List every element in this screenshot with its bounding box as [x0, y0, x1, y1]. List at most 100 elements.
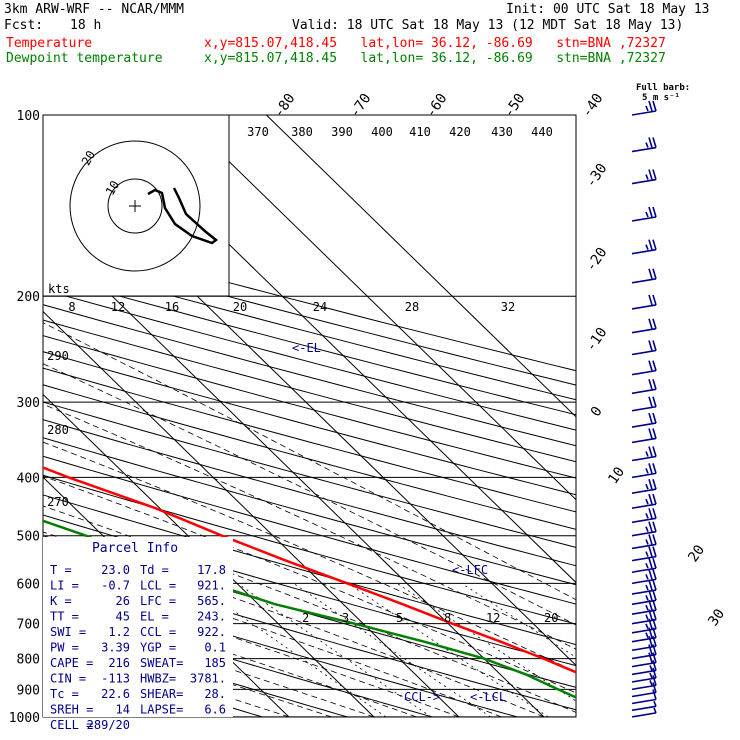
temperature-trace	[43, 466, 576, 674]
parcel-field-value: 6.6	[204, 703, 226, 717]
barb-half	[645, 632, 649, 638]
barb-flag	[652, 493, 657, 505]
barb-staff	[631, 636, 657, 643]
barb-flag	[652, 412, 657, 424]
parcel-field-label: Tc =	[50, 687, 79, 701]
dry-adiabat	[43, 437, 576, 586]
barb-staff	[631, 684, 657, 691]
parcel-field-label: SREH =	[50, 703, 93, 717]
parcel-field-value: 17.8	[197, 563, 226, 577]
wind-barb	[631, 268, 657, 284]
barb-half	[645, 562, 649, 569]
dry-adiabat-label: 270	[47, 495, 69, 509]
barb-staff	[631, 437, 657, 444]
parcel-field-label: LCL =	[140, 579, 176, 593]
parcel-field-label: CIN =	[50, 672, 86, 686]
barb-staff	[631, 628, 657, 634]
wind-barb	[631, 428, 657, 444]
wind-barb	[631, 137, 657, 153]
ccl-annotation: CCL->	[404, 690, 440, 704]
wind-barb	[631, 294, 657, 310]
barb-staff	[631, 110, 657, 116]
parcel-field-value: 922.	[197, 625, 226, 639]
barb-flag	[652, 318, 657, 329]
barb-flag	[652, 478, 657, 490]
barb-staff	[631, 455, 657, 462]
pressure-label-1000: 1000	[9, 711, 40, 726]
temperature-location: x,y=815.07,418.45 lat,lon= 36.12, -86.69…	[204, 36, 666, 51]
parcel-field-label: PW =	[50, 641, 79, 655]
parcel-field-value: 28.	[204, 687, 226, 701]
lcl-annotation: <-LCL	[470, 690, 506, 704]
barb-flag	[652, 558, 657, 569]
dry-adiabat-label: 290	[47, 349, 69, 363]
parcel-field-label: LI =	[50, 579, 79, 593]
el-annotation: <-EL	[292, 341, 321, 355]
wind-barb	[631, 534, 657, 550]
pressure-label-400: 400	[17, 471, 40, 486]
barb-flag	[648, 100, 653, 112]
barb-flag	[648, 428, 653, 439]
barb-flag	[648, 508, 653, 519]
parcel-field-label: HWBZ=	[140, 672, 176, 686]
barb-staff	[631, 618, 657, 625]
wind-barb	[631, 558, 657, 574]
barb-staff	[631, 705, 657, 712]
parcel-field-value: 1.2	[108, 625, 130, 639]
barb-flag	[648, 379, 653, 390]
parcel-field-value: 0.1	[204, 641, 226, 655]
isotherm-top-label: -80	[271, 91, 299, 121]
parcel-field-value: -113	[101, 672, 130, 686]
barb-half	[649, 665, 653, 671]
parcel-field-label: CAPE =	[50, 656, 93, 670]
barb-half	[649, 672, 653, 679]
barb-flag	[652, 660, 657, 671]
hodograph-ring-10	[107, 178, 163, 234]
barb-flag	[648, 169, 653, 180]
parcel-field-value: 185	[204, 656, 226, 670]
barb-flag	[648, 579, 653, 591]
parcel-field-value: 289/20	[87, 718, 130, 732]
wind-barb	[631, 318, 657, 334]
barb-staff	[631, 146, 657, 153]
barb-staff	[631, 698, 657, 705]
barb-half	[645, 526, 649, 533]
barb-flag	[652, 579, 657, 591]
parcel-field-label: SWI =	[50, 625, 86, 639]
barb-staff	[631, 712, 657, 718]
pressure-label-700: 700	[17, 618, 40, 633]
pressure-label-500: 500	[17, 530, 40, 545]
parcel-field-label: K =	[50, 594, 72, 608]
theta-low-label: 12	[111, 300, 125, 314]
mixing-ratio-label: 12	[486, 611, 500, 625]
dry-adiabat	[43, 335, 576, 479]
parcel-info-panel: Parcel Info T = 23.0 Td = 17.8 LI = -0.7 LCL = 9…	[43, 537, 233, 732]
hodograph-ring-20	[69, 140, 201, 272]
wind-barb	[631, 660, 657, 676]
barb-flag	[652, 546, 657, 557]
parcel-field-value: 565.	[197, 594, 226, 608]
barb-flag	[648, 340, 653, 351]
dewpoint-legend: Dewpoint temperature	[6, 51, 163, 66]
parcel-field-value: 14	[116, 703, 130, 717]
barb-flag	[648, 534, 653, 545]
wind-barb	[631, 360, 657, 376]
theta-low-label: 8	[68, 300, 75, 314]
barb-flag	[652, 379, 657, 390]
wind-barb	[631, 689, 657, 705]
pressure-label-800: 800	[17, 653, 40, 668]
dry-adiabat	[43, 289, 576, 431]
isotherm-right-label: 10	[605, 464, 628, 487]
barb-flag	[652, 675, 657, 686]
barb-half	[645, 142, 649, 148]
isotherm-right-label: -30	[583, 161, 611, 191]
barb-flag	[652, 268, 657, 280]
barb-flag	[648, 318, 653, 329]
parcel-field-label: SHEAR=	[140, 687, 183, 701]
barb-staff	[631, 304, 657, 310]
isotherm-right-label: 20	[685, 542, 708, 565]
barb-flag	[648, 546, 653, 557]
dry-adiabat	[43, 304, 576, 447]
barb-flag	[652, 137, 657, 148]
theta-label: 400	[371, 125, 393, 139]
